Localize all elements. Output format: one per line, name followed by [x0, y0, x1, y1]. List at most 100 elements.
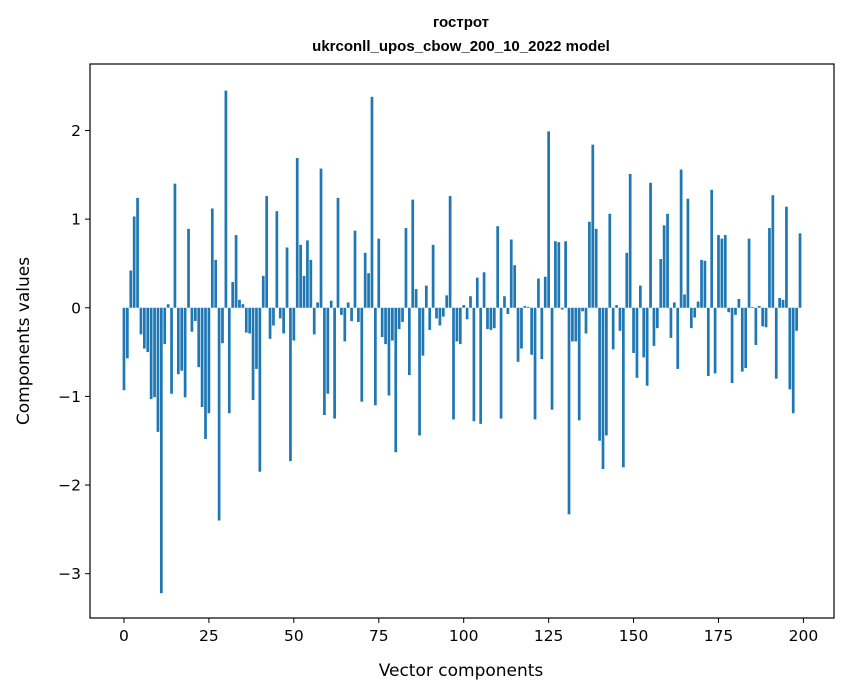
bar [292, 307, 296, 341]
bar [771, 195, 775, 308]
bar [357, 307, 360, 322]
bar [679, 169, 683, 308]
bar [608, 213, 612, 308]
bar [781, 299, 785, 308]
bar [163, 307, 167, 345]
bar [652, 307, 656, 346]
bar [462, 305, 466, 308]
bar [275, 211, 279, 308]
x-tick-label: 75 [369, 627, 389, 645]
bar [414, 289, 418, 308]
bar [340, 307, 343, 315]
bar [659, 259, 663, 308]
bar [299, 244, 302, 308]
bar [513, 265, 517, 308]
bar [265, 196, 269, 308]
bar [751, 306, 754, 308]
bar [492, 307, 496, 329]
y-tick-label: 2 [71, 122, 81, 140]
bar [316, 302, 319, 308]
bar [530, 307, 533, 355]
bar [411, 199, 415, 308]
bar [689, 307, 693, 329]
x-tick-label: 25 [199, 627, 219, 645]
bar [424, 285, 428, 308]
bar [323, 307, 326, 416]
bar [672, 302, 676, 308]
bar [214, 259, 218, 308]
bar [774, 307, 778, 379]
bar [183, 307, 187, 398]
bar [136, 197, 139, 308]
bar [720, 238, 724, 308]
bar [639, 285, 642, 308]
bar [336, 197, 340, 308]
y-axis-ticks: −3 −2 −1 0 1 2 [58, 122, 90, 583]
bar [489, 307, 493, 330]
bar [465, 307, 469, 320]
bar [737, 298, 741, 308]
bar [778, 298, 781, 308]
bar [686, 198, 690, 308]
bar [282, 307, 285, 334]
bar [200, 307, 204, 408]
bar [251, 307, 255, 400]
y-tick-label: −1 [58, 388, 81, 406]
bar [312, 307, 316, 335]
bar [509, 239, 513, 308]
bar [380, 307, 384, 338]
bar [302, 275, 306, 308]
bar [764, 307, 768, 328]
bar [533, 307, 537, 420]
bar [734, 307, 737, 315]
bar [594, 228, 598, 308]
y-tick-label: −3 [58, 565, 81, 583]
bar [574, 307, 578, 342]
bar [499, 307, 503, 419]
bar [635, 307, 639, 378]
bar [717, 235, 720, 308]
bar [458, 307, 462, 345]
bar [557, 242, 561, 308]
bar [139, 307, 143, 335]
bar [622, 307, 625, 468]
bar [289, 307, 292, 462]
bar [326, 307, 330, 394]
bar [757, 305, 761, 308]
bar [601, 307, 605, 470]
bar [666, 213, 669, 308]
bar [700, 259, 703, 308]
bar [272, 307, 275, 326]
bar [496, 226, 500, 308]
bar [129, 270, 133, 308]
bar [526, 306, 530, 308]
bar [204, 307, 207, 439]
bar [540, 307, 544, 360]
bar [547, 131, 550, 308]
bar [683, 294, 686, 308]
bar [384, 307, 387, 345]
bar [197, 307, 201, 368]
bar [727, 307, 731, 313]
bar [482, 272, 486, 308]
bar [122, 307, 126, 391]
bar [438, 307, 442, 326]
bar [723, 235, 727, 308]
bar [401, 307, 404, 322]
bar [353, 230, 357, 308]
bar [217, 307, 221, 521]
bar [475, 277, 479, 308]
x-tick-label: 0 [119, 627, 129, 645]
bar [421, 307, 425, 356]
bar [744, 307, 748, 369]
bar [523, 305, 527, 308]
bar [258, 307, 262, 472]
bar [669, 307, 673, 338]
bar [754, 307, 758, 345]
y-tick-label: 0 [71, 299, 81, 317]
bar [418, 307, 421, 436]
x-tick-label: 175 [704, 627, 734, 645]
bar [143, 307, 146, 349]
x-axis-ticks: 0 25 50 75 100 125 150 175 200 [119, 618, 818, 645]
